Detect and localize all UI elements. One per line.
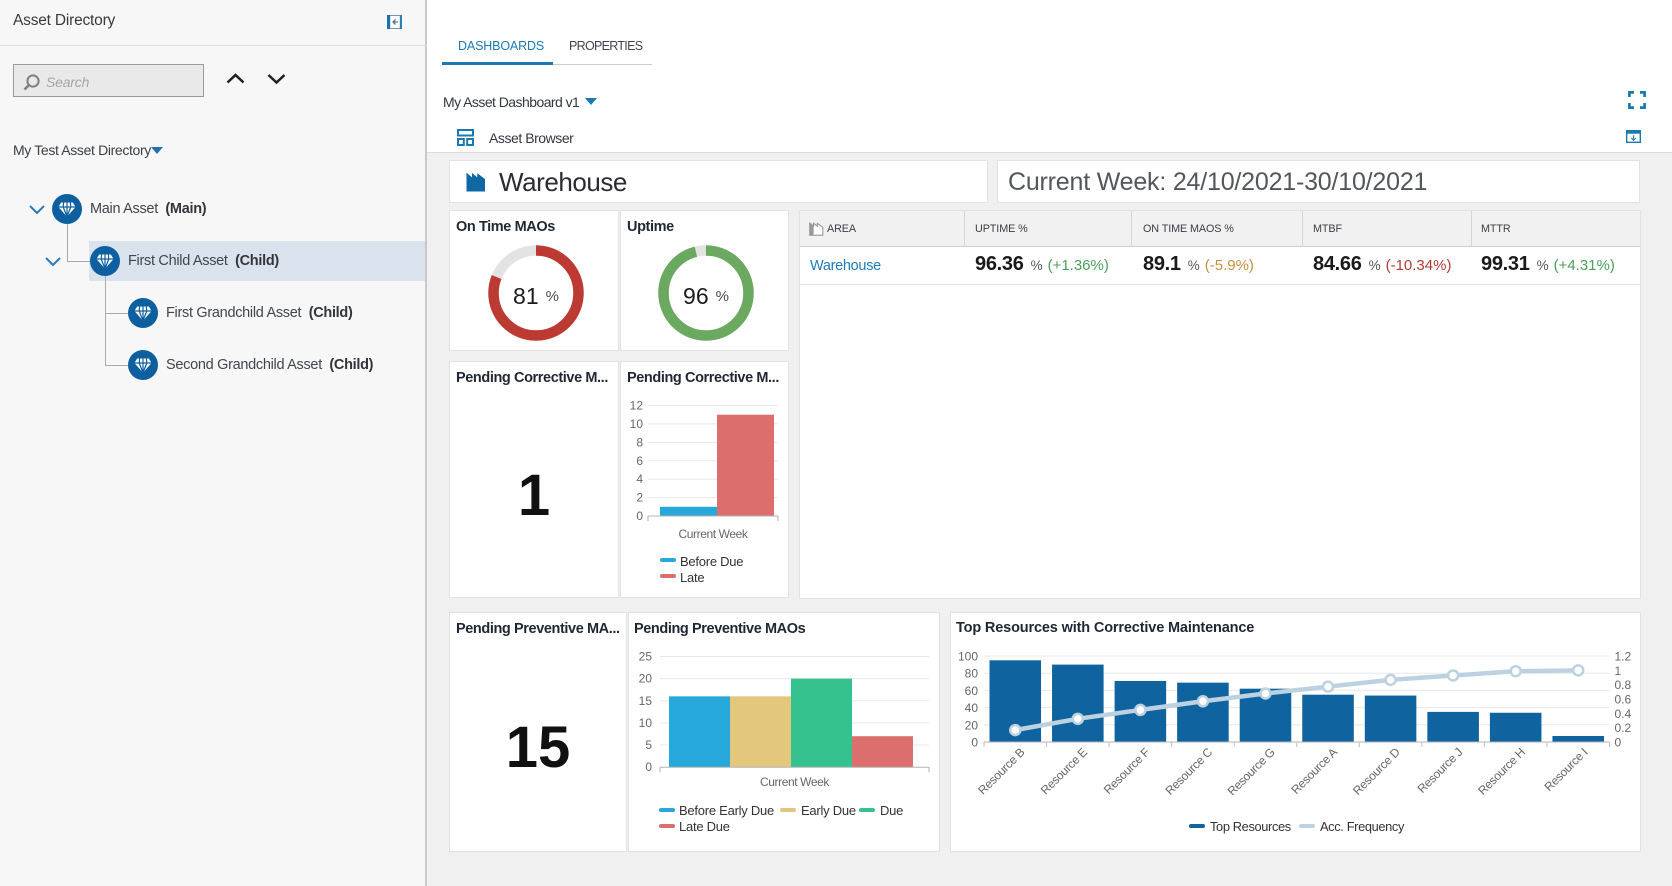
svg-text:40: 40 xyxy=(965,701,979,715)
svg-text:20: 20 xyxy=(965,718,979,732)
svg-text:10: 10 xyxy=(639,716,653,730)
svg-text:Resource J: Resource J xyxy=(1415,745,1466,796)
svg-text:0: 0 xyxy=(636,509,643,523)
svg-text:5: 5 xyxy=(645,738,652,752)
svg-text:Resource F: Resource F xyxy=(1101,745,1153,797)
svg-text:6: 6 xyxy=(636,454,643,468)
svg-text:Resource H: Resource H xyxy=(1475,745,1528,798)
svg-text:2: 2 xyxy=(636,491,643,505)
svg-text:0.4: 0.4 xyxy=(1615,707,1632,721)
svg-text:Resource A: Resource A xyxy=(1288,745,1340,797)
svg-text:10: 10 xyxy=(630,417,644,431)
svg-text:0: 0 xyxy=(645,760,652,774)
svg-text:0.6: 0.6 xyxy=(1615,692,1632,706)
svg-text:60: 60 xyxy=(965,684,979,698)
svg-text:8: 8 xyxy=(636,435,643,449)
svg-text:Resource I: Resource I xyxy=(1542,745,1591,794)
svg-text:0: 0 xyxy=(971,736,978,750)
svg-text:Resource D: Resource D xyxy=(1350,745,1403,798)
svg-text:0: 0 xyxy=(1615,736,1622,750)
svg-text:Resource G: Resource G xyxy=(1225,745,1278,798)
svg-text:Resource C: Resource C xyxy=(1162,745,1215,798)
svg-text:15: 15 xyxy=(639,694,653,708)
svg-text:0.8: 0.8 xyxy=(1615,678,1632,692)
svg-text:4: 4 xyxy=(636,472,643,486)
svg-text:25: 25 xyxy=(639,650,653,664)
svg-text:100: 100 xyxy=(958,650,978,664)
svg-text:Resource E: Resource E xyxy=(1038,745,1090,797)
svg-text:80: 80 xyxy=(965,667,979,681)
svg-text:1: 1 xyxy=(1615,664,1622,678)
svg-text:1.2: 1.2 xyxy=(1615,649,1632,663)
svg-text:Current Week: Current Week xyxy=(678,527,748,541)
svg-text:Current Week: Current Week xyxy=(760,775,830,789)
svg-text:20: 20 xyxy=(639,672,653,686)
svg-text:Resource B: Resource B xyxy=(975,745,1027,797)
svg-text:0.2: 0.2 xyxy=(1615,721,1632,735)
svg-text:12: 12 xyxy=(630,399,644,413)
